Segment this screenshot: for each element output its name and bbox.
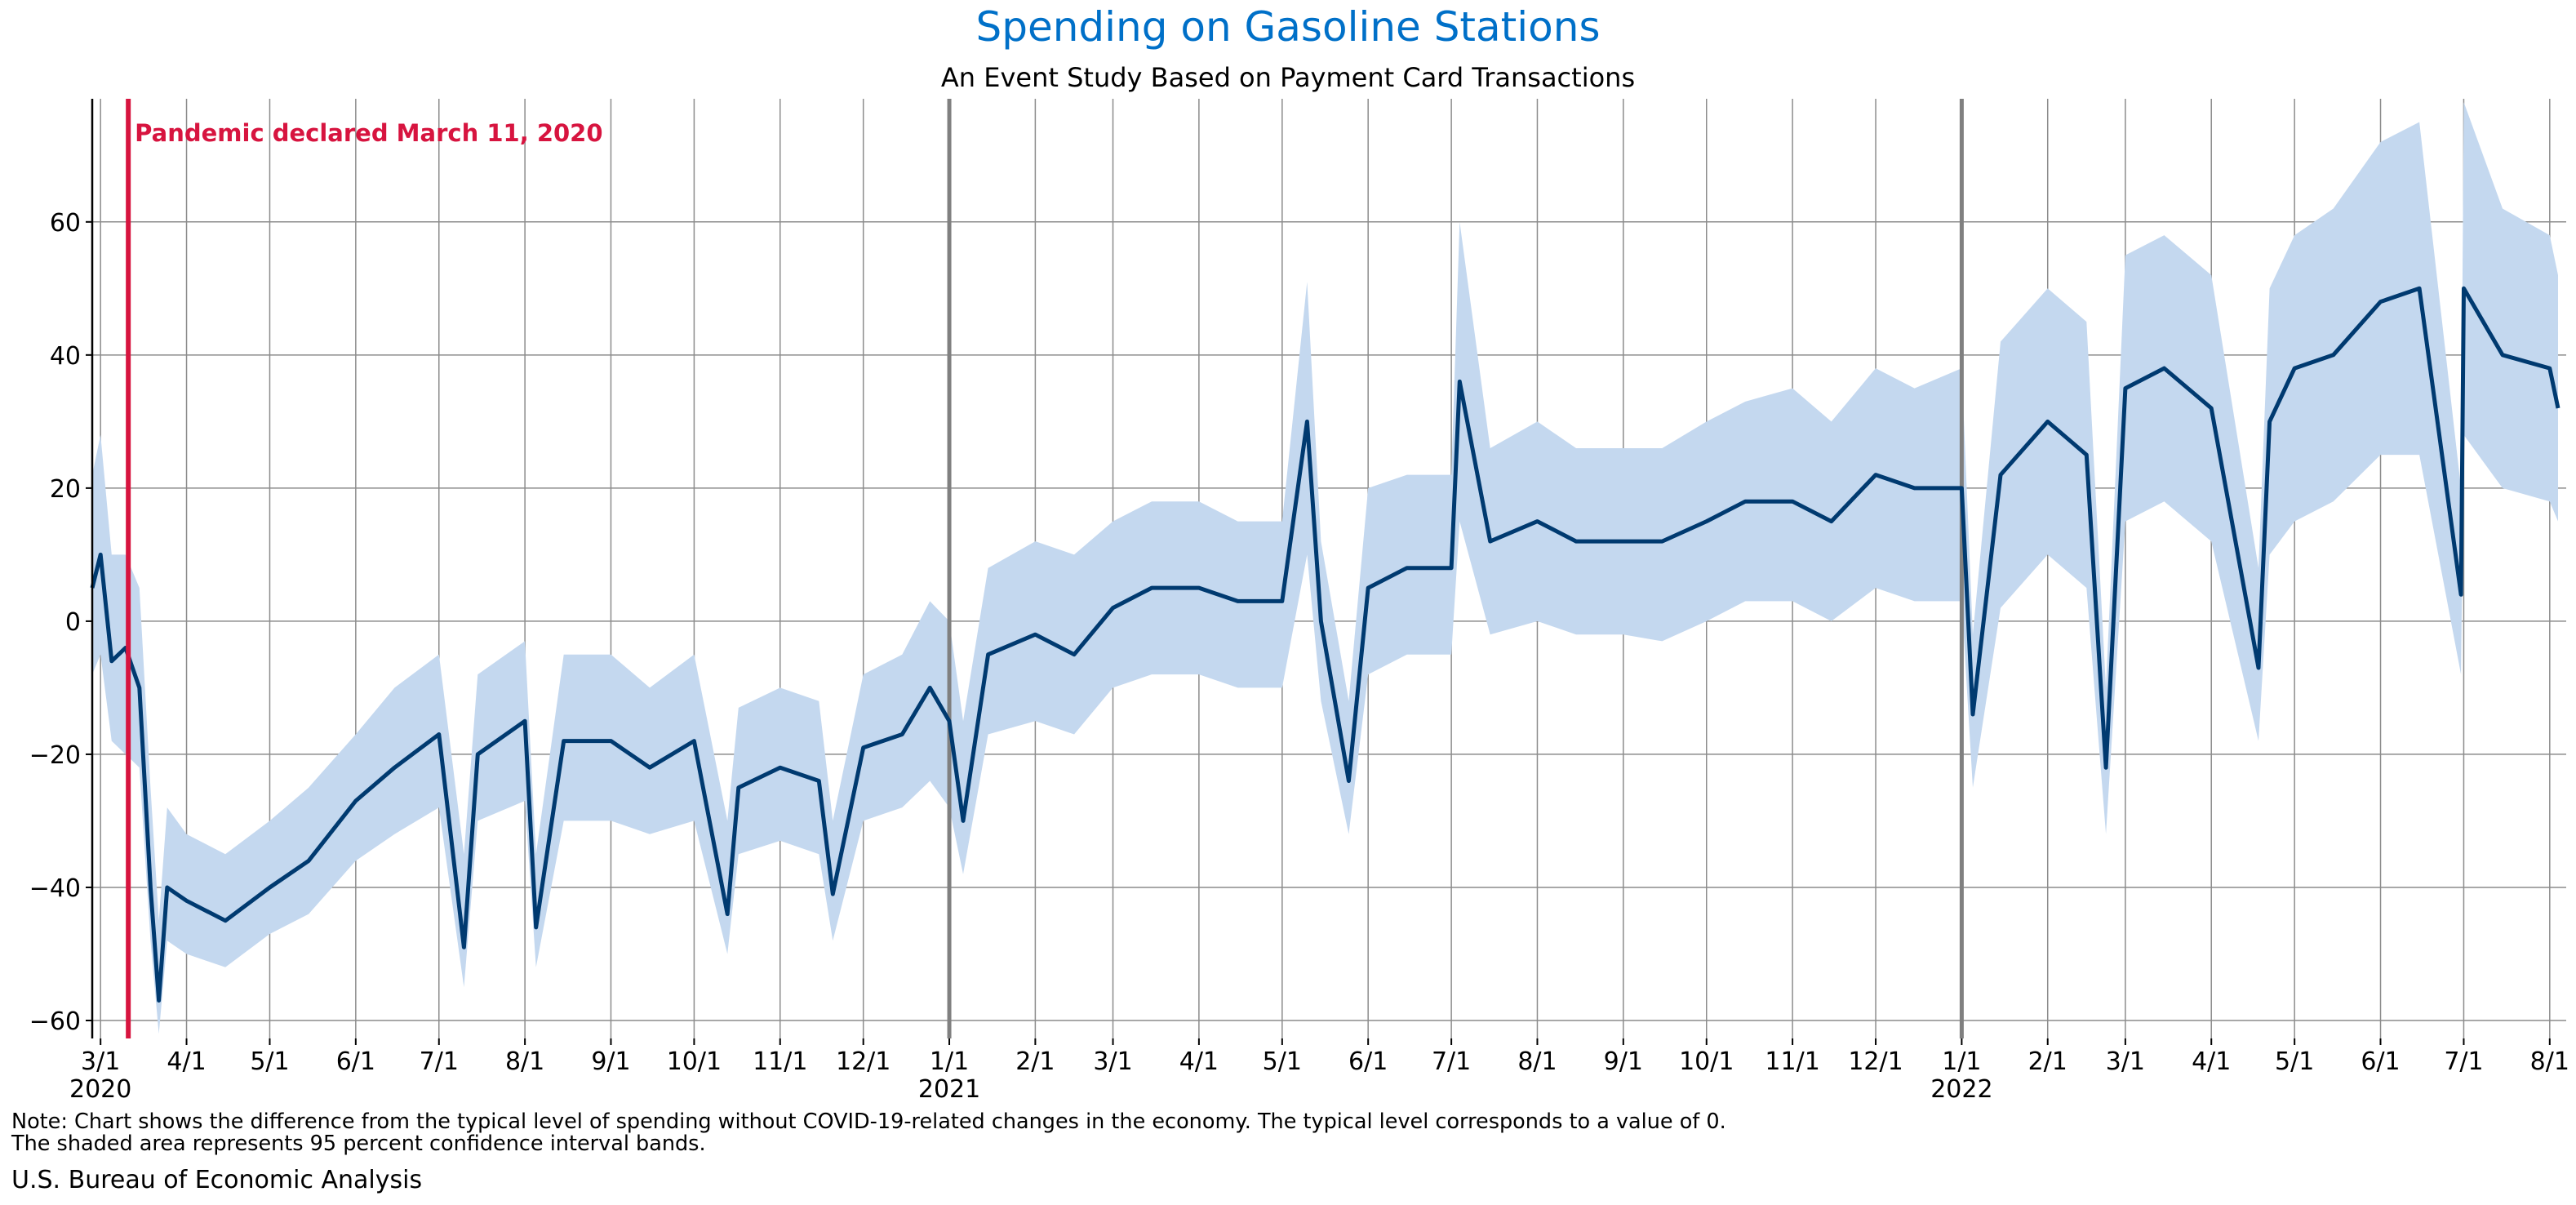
x-year-label: 2020 (69, 1075, 131, 1104)
x-tick-label: 10/1 (1679, 1047, 1734, 1076)
y-tick-label: 0 (65, 608, 81, 637)
x-tick-label: 10/1 (667, 1047, 722, 1076)
x-tick-label: 7/1 (420, 1047, 459, 1076)
x-tick-label: 2/1 (2028, 1047, 2067, 1076)
pandemic-event-label: Pandemic declared March 11, 2020 (135, 119, 602, 147)
x-tick-label: 8/1 (1517, 1047, 1557, 1076)
chart-title: Spending on Gasoline Stations (975, 3, 1600, 51)
x-tick-label: 6/1 (2361, 1047, 2400, 1076)
chart-note: Note: Chart shows the difference from th… (11, 1109, 1726, 1134)
x-tick-label: 9/1 (591, 1047, 630, 1076)
spending-line (90, 286, 2560, 1003)
y-tick-label: 40 (50, 342, 81, 371)
x-tick-label: 8/1 (505, 1047, 544, 1076)
y-tick-label: −60 (29, 1007, 81, 1036)
year-lines (947, 99, 1964, 1038)
chart-subtitle: An Event Study Based on Payment Card Tra… (941, 62, 1635, 93)
x-tick-label: 3/1 (81, 1047, 120, 1076)
x-tick-label: 5/1 (2275, 1047, 2314, 1076)
x-tick-label: 7/1 (1432, 1047, 1471, 1076)
x-tick-label: 8/1 (2530, 1047, 2569, 1076)
x-tick-label: 3/1 (1093, 1047, 1132, 1076)
x-tick-label: 7/1 (2444, 1047, 2483, 1076)
y-tick-label: 60 (50, 209, 81, 238)
x-tick-label: 6/1 (336, 1047, 375, 1076)
confidence-band (92, 102, 2558, 1034)
x-tick-label: 4/1 (2192, 1047, 2231, 1076)
y-tick-label: −20 (29, 741, 81, 770)
x-tick-label: 9/1 (1604, 1047, 1643, 1076)
y-tick-label: −40 (29, 874, 81, 903)
x-tick-label: 1/1 (930, 1047, 969, 1076)
x-tick-label: 5/1 (250, 1047, 289, 1076)
x-tick-label: 4/1 (1179, 1047, 1219, 1076)
x-tick-label: 11/1 (753, 1047, 807, 1076)
x-year-label: 2021 (918, 1075, 980, 1104)
x-year-label: 2022 (1930, 1075, 1992, 1104)
y-tick-label: 20 (50, 475, 81, 504)
x-tick-label: 3/1 (2106, 1047, 2145, 1076)
x-tick-label: 4/1 (167, 1047, 206, 1076)
x-tick-label: 6/1 (1348, 1047, 1388, 1076)
x-tick-label: 12/1 (836, 1047, 890, 1076)
x-tick-label: 1/1 (1942, 1047, 1981, 1076)
chart-note-2: The shaded area represents 95 percent co… (11, 1132, 706, 1156)
x-tick-label: 12/1 (1848, 1047, 1903, 1076)
x-tick-label: 11/1 (1765, 1047, 1819, 1076)
x-tick-label: 5/1 (1263, 1047, 1302, 1076)
chart-source: U.S. Bureau of Economic Analysis (11, 1166, 422, 1194)
x-tick-label: 2/1 (1015, 1047, 1055, 1076)
